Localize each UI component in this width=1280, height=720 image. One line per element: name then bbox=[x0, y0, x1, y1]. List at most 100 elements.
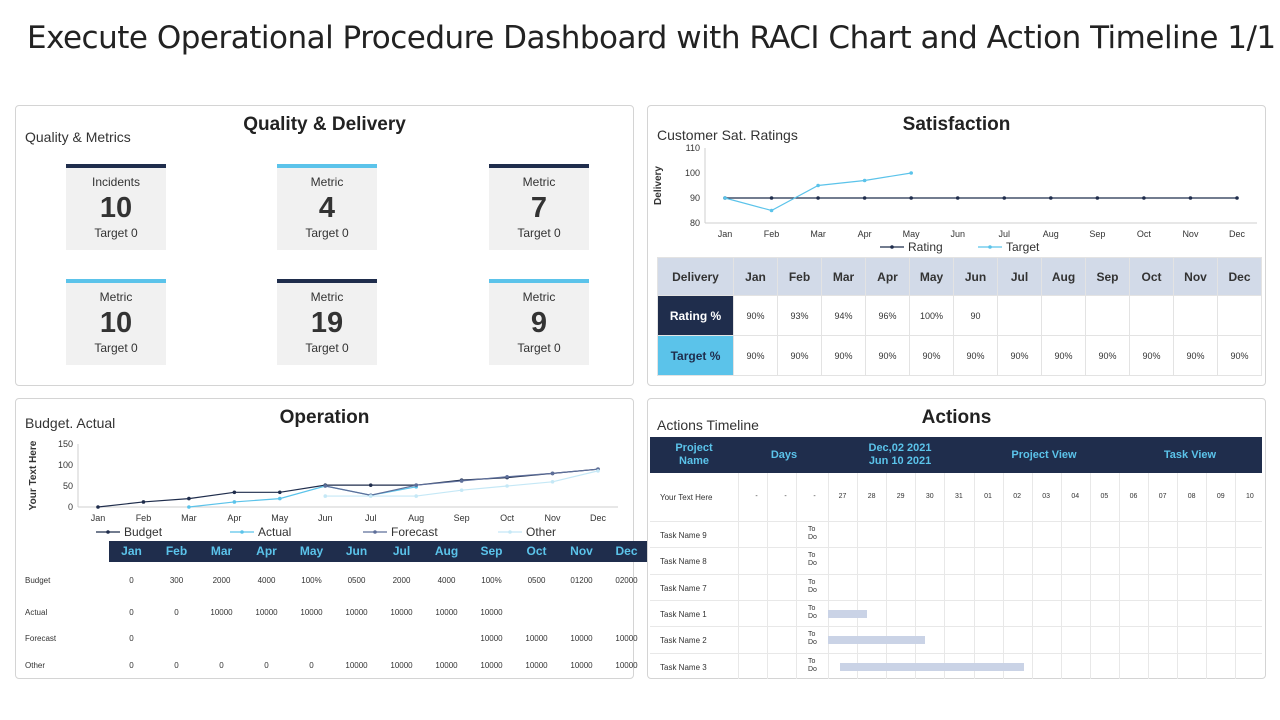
data-point-budget bbox=[96, 505, 100, 509]
grid-column-line bbox=[915, 473, 917, 679]
operation-panel: Operation Budget. Actual 0 50 100 150 Jan Feb… bbox=[15, 398, 649, 679]
task-row[interactable]: Task Name 3 To Do bbox=[650, 652, 1262, 679]
data-point-other bbox=[459, 488, 464, 492]
satisfaction-header-cell: Dec bbox=[1217, 257, 1262, 296]
budget-cell: 10000 bbox=[390, 608, 413, 617]
budget-cell: 10000 bbox=[255, 608, 278, 617]
data-point-actual bbox=[187, 505, 191, 509]
task-status: To Do bbox=[808, 657, 817, 673]
task-name: Task Name 8 bbox=[660, 557, 707, 567]
x-tick-label: Mar bbox=[810, 229, 826, 239]
x-tick-label: Jun bbox=[318, 513, 333, 523]
quality-subtitle: Quality & Metrics bbox=[25, 129, 131, 145]
budget-cell: 0 bbox=[129, 634, 134, 643]
rating-cell: 90 bbox=[953, 295, 998, 336]
kpi-value: 10 bbox=[99, 192, 133, 224]
satisfaction-header-cell: Mar bbox=[821, 257, 866, 296]
budget-row-cells: 0 10000 10000 10000 10000 bbox=[109, 634, 649, 643]
date-cell: 02 bbox=[1013, 493, 1021, 500]
dates-header: Dec,02 2021 Jun 10 2021 bbox=[868, 442, 932, 467]
budget-cell bbox=[289, 634, 334, 643]
budget-cell: 02000 bbox=[615, 576, 638, 585]
data-point-rating bbox=[1188, 196, 1193, 200]
date-cell: 09 bbox=[1216, 493, 1225, 500]
x-tick-label: Jun bbox=[950, 229, 965, 239]
data-point-forecast bbox=[414, 483, 418, 487]
day-cell: - bbox=[784, 493, 787, 500]
kpi-card: Metric 4 Target 0 bbox=[277, 164, 377, 250]
budget-row-cells: 0 300 2000 4000 100% 0500 2000 4000 100% 0500 0120… bbox=[109, 576, 649, 585]
y-tick-label: 100 bbox=[685, 168, 700, 178]
task-name: Task Name 3 bbox=[660, 662, 707, 672]
task-row[interactable]: Task Name 2 To Do bbox=[650, 626, 1262, 652]
timeline-date-row: Your Text Here - - - 27 28 29 30 31 01 02 03 04 05 06 0… bbox=[650, 473, 1262, 521]
satisfaction-table-header: Delivery Jan Feb Mar Apr May Jun Jul Aug Sep Oct No… bbox=[657, 257, 1262, 296]
project-name-header: Project Name bbox=[675, 442, 713, 467]
actions-panel-title: Actions bbox=[921, 407, 992, 428]
budget-cell: 10000 bbox=[480, 608, 503, 617]
kpi-label: Incidents bbox=[91, 175, 141, 189]
operation-subtitle: Budget. Actual bbox=[25, 415, 116, 431]
y-tick-label: 90 bbox=[690, 193, 700, 203]
grid-column-line bbox=[828, 473, 829, 679]
budget-cell bbox=[334, 634, 379, 643]
gantt-bar[interactable] bbox=[828, 609, 868, 618]
legend-marker bbox=[240, 530, 244, 534]
data-point-other bbox=[414, 494, 418, 498]
kpi-target: Target 0 bbox=[305, 341, 349, 355]
grid-column-line bbox=[1206, 473, 1208, 679]
grid-column-line bbox=[738, 473, 739, 679]
task-status: To Do bbox=[808, 578, 817, 594]
rating-cell bbox=[1217, 295, 1262, 336]
data-point-other bbox=[368, 494, 373, 498]
task-row[interactable]: Task Name 7 To Do bbox=[650, 573, 1262, 600]
task-row[interactable]: Task Name 9 To Do bbox=[650, 521, 1262, 547]
data-point-budget bbox=[368, 483, 373, 487]
rating-cell bbox=[1041, 295, 1086, 336]
budget-cell: 0 bbox=[129, 661, 134, 670]
budget-cell: 0500 bbox=[527, 576, 546, 585]
satisfaction-header-cell: Delivery bbox=[657, 257, 734, 296]
kpi-accent-bar bbox=[277, 279, 377, 283]
data-point-budget bbox=[187, 496, 191, 501]
budget-cell: 0 bbox=[219, 661, 224, 670]
task-status: To Do bbox=[808, 526, 817, 541]
task-name: Task Name 9 bbox=[660, 531, 707, 540]
budget-cell: 0500 bbox=[347, 576, 366, 585]
grid-column-line bbox=[1031, 473, 1033, 679]
budget-cell: 2000 bbox=[392, 576, 411, 585]
budget-cell bbox=[424, 634, 469, 643]
gantt-bar[interactable] bbox=[828, 636, 926, 645]
legend-label: Other bbox=[526, 525, 556, 539]
series-line-budget bbox=[97, 468, 599, 508]
operation-panel-title: Operation bbox=[279, 407, 370, 428]
budget-month-header: Oct bbox=[526, 544, 547, 558]
budget-row-cells: 0 0 10000 10000 10000 10000 10000 10000 10000 bbox=[109, 608, 649, 617]
days-header: Days bbox=[770, 449, 798, 461]
satisfaction-header-cell: Jun bbox=[953, 257, 998, 296]
x-tick-label: Mar bbox=[181, 513, 197, 523]
date-cell: 01 bbox=[984, 493, 992, 500]
budget-cell: 0 bbox=[174, 608, 179, 617]
x-tick-label: May bbox=[903, 229, 921, 239]
budget-cell: 4000 bbox=[437, 576, 456, 585]
grid-column-line bbox=[1148, 473, 1150, 679]
data-point-target bbox=[723, 196, 727, 200]
target-row-label: Target % bbox=[657, 335, 734, 376]
actions-panel: Actions Actions Timeline Project Name Da… bbox=[647, 398, 1266, 679]
grid-column-line bbox=[796, 473, 797, 679]
rating-cell bbox=[1129, 295, 1174, 336]
satisfaction-header-cell: Jul bbox=[997, 257, 1042, 296]
legend-marker bbox=[890, 245, 894, 249]
budget-cell: 10000 bbox=[300, 608, 323, 617]
satisfaction-rating-row: Rating % 90% 93% 94% 96% 100% 90 bbox=[657, 295, 1262, 336]
budget-cell: 0 bbox=[174, 661, 179, 670]
task-row[interactable]: Task Name 8 To Do bbox=[650, 547, 1262, 573]
budget-row-label: Other bbox=[25, 661, 46, 670]
gantt-bar[interactable] bbox=[839, 662, 1025, 671]
kpi-value: 10 bbox=[99, 307, 133, 339]
legend-marker bbox=[373, 530, 377, 534]
kpi-accent-bar bbox=[277, 164, 377, 168]
task-row[interactable]: Task Name 1 To Do bbox=[650, 599, 1262, 626]
satisfaction-panel-title: Satisfaction bbox=[902, 114, 1011, 135]
